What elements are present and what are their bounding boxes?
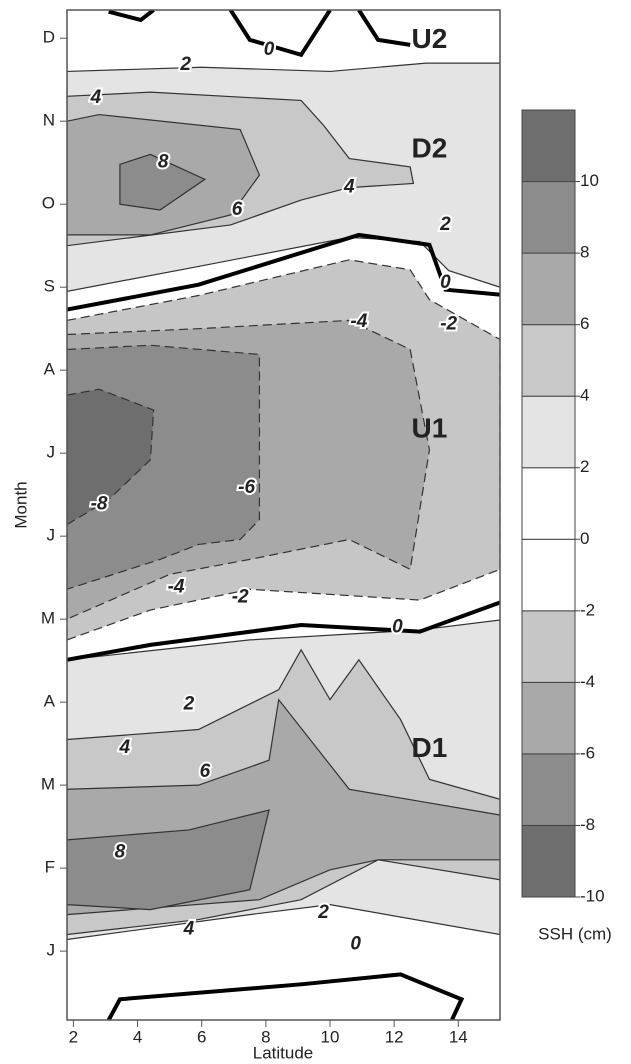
x-tick-label: 12 [385, 1027, 404, 1046]
colorbar-band [521, 538, 576, 612]
y-tick-label: N [43, 111, 55, 130]
colorbar-band [521, 467, 576, 540]
x-tick-label: 10 [321, 1027, 340, 1046]
zero-contour [108, 10, 155, 23]
colorbar-tick-label: -2 [580, 600, 595, 619]
colorbar-tick-label: 4 [580, 386, 589, 405]
contour-label: 4 [90, 87, 102, 108]
contour-label: 0 [440, 272, 451, 293]
y-tick-label: M [41, 775, 55, 794]
y-tick-label: S [44, 277, 55, 296]
y-tick-label: J [47, 941, 56, 960]
colorbar-band [521, 824, 576, 898]
zero-contour [106, 972, 465, 1020]
colorbar-band [521, 395, 576, 469]
contour-label: 4 [183, 919, 195, 940]
colorbar-tick-label: 8 [580, 243, 589, 262]
zero-contour [357, 10, 411, 47]
contour-label: 6 [232, 199, 243, 220]
y-tick-label: F [45, 858, 55, 877]
colorbar-tick-label: 0 [580, 529, 589, 548]
y-tick-label: O [42, 194, 55, 213]
colorbar-band [521, 181, 576, 254]
contour-label: -6 [238, 477, 255, 498]
contours [67, 10, 500, 1020]
plot-frame [66, 9, 501, 1021]
annotation: D2 [412, 133, 448, 164]
x-tick-label: 14 [449, 1027, 468, 1046]
contour-label: 0 [264, 39, 275, 60]
contour-label: 8 [115, 841, 126, 862]
contour-label: 6 [200, 761, 211, 782]
y-tick-label: J [47, 443, 56, 462]
contour-label: 2 [179, 54, 191, 75]
contour-label: -4 [350, 311, 367, 332]
annotation: U2 [412, 23, 448, 54]
y-tick-label: J [47, 526, 56, 545]
contour-region [67, 388, 155, 526]
colorbar-label: SSH (cm) [538, 924, 612, 943]
y-tick-label: A [44, 360, 56, 379]
contour-label: 4 [343, 177, 355, 198]
annotation: D1 [412, 732, 448, 763]
colorbar-tick-label: -8 [580, 815, 595, 834]
annotation: U1 [412, 412, 448, 443]
x-tick-label: 6 [197, 1027, 206, 1046]
colorbar-tick-label: -6 [580, 743, 595, 762]
zero-contour [67, 232, 500, 312]
y-tick-label: D [43, 28, 55, 47]
colorbar-tick-label: -10 [580, 886, 605, 905]
contour-label: -4 [168, 577, 185, 598]
colorbar-tick-label: 10 [580, 171, 599, 190]
colorbar-tick-label: -4 [580, 672, 595, 691]
colorbar-tick-label: 6 [580, 314, 589, 333]
contour-region [67, 809, 270, 911]
x-axis-label: Latitude [253, 1043, 314, 1062]
y-axis-label: Month [11, 481, 30, 528]
contour-label: 0 [392, 616, 403, 637]
x-tick-label: 8 [261, 1027, 270, 1046]
contour-label: 0 [350, 933, 361, 954]
colorbar-band [521, 324, 576, 397]
colorbar-band [521, 252, 576, 326]
contour-label: 4 [118, 737, 130, 758]
y-tick-label: M [41, 609, 55, 628]
contour-label: -2 [232, 587, 249, 608]
colorbar-band [521, 109, 576, 183]
contour-label: -8 [91, 494, 108, 515]
contour-label: 8 [158, 152, 169, 173]
x-tick-label: 4 [133, 1027, 142, 1046]
x-tick-label: 2 [69, 1027, 78, 1046]
y-tick-label: A [44, 692, 56, 711]
colorbar-band [521, 681, 576, 755]
colorbar-band [521, 610, 576, 683]
colorbar-tick-label: 2 [580, 457, 589, 476]
contour-label: 2 [439, 214, 451, 235]
contour-label: 2 [317, 902, 329, 923]
contour-label: -2 [440, 314, 457, 335]
contour-label: 2 [183, 694, 195, 715]
zero-contour [228, 10, 332, 58]
contour-region [119, 153, 207, 211]
zero-contour [67, 600, 500, 662]
colorbar-band [521, 753, 576, 826]
